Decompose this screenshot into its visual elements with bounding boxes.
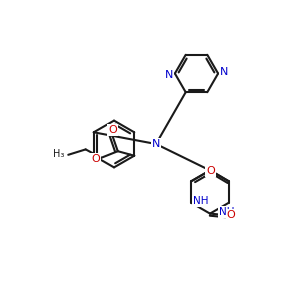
Text: O: O xyxy=(108,125,117,135)
Text: N: N xyxy=(220,67,228,77)
Text: O: O xyxy=(92,154,100,164)
Text: NH: NH xyxy=(193,196,208,206)
Text: O: O xyxy=(226,210,236,220)
Text: H₃: H₃ xyxy=(53,148,64,159)
Text: O: O xyxy=(206,166,215,176)
Text: N: N xyxy=(152,139,160,149)
Text: N: N xyxy=(165,70,173,80)
Text: NH: NH xyxy=(220,207,235,217)
